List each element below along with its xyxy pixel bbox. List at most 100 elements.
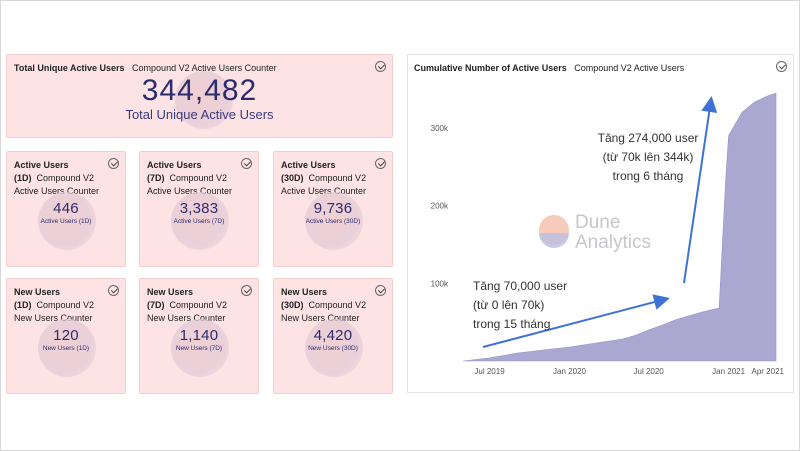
check-circle-icon[interactable] bbox=[108, 158, 119, 169]
card-source: Compound V2 bbox=[36, 173, 95, 183]
metric-value: 4,420 bbox=[313, 327, 353, 344]
card-kind: New Users Counter bbox=[14, 313, 93, 323]
metric-label: Active Users (1D) bbox=[40, 218, 92, 225]
card-glow bbox=[38, 319, 96, 377]
x-tick-label: Jan 2021 bbox=[712, 367, 745, 376]
metric-label: Active Users (30D) bbox=[305, 218, 361, 225]
watermark-analytics: Analytics bbox=[575, 232, 651, 253]
upper-annotation-line3: trong 6 tháng bbox=[613, 169, 684, 183]
new-users-card: New Users (7D) Compound V2 New Users Cou… bbox=[139, 278, 259, 394]
new-users-card: New Users (1D) Compound V2 New Users Cou… bbox=[6, 278, 126, 394]
card-glow bbox=[171, 192, 229, 250]
check-circle-icon[interactable] bbox=[375, 61, 386, 72]
card-metric: 9,736 Active Users (30D) bbox=[274, 200, 392, 225]
y-tick-label: 200k bbox=[431, 202, 449, 211]
card-title: Active Users bbox=[14, 160, 69, 170]
card-glow bbox=[175, 71, 233, 129]
metric-label: New Users (7D) bbox=[175, 345, 223, 352]
dune-logo-shade bbox=[539, 233, 569, 248]
new-users-card: New Users (30D) Compound V2 New Users Co… bbox=[273, 278, 393, 394]
card-header: Active Users (1D) Compound V2 Active Use… bbox=[14, 159, 103, 198]
x-axis-ticks: Jul 2019 Jan 2020 Jul 2020 Jan 2021 Apr 2021 bbox=[474, 367, 784, 376]
lower-annotation-line2: (từ 0 lên 70k) bbox=[473, 298, 544, 312]
metric-value: 120 bbox=[53, 327, 79, 344]
lower-trend-arrow bbox=[482, 294, 670, 348]
card-title: New Users bbox=[147, 287, 194, 297]
card-metric: 1,140 New Users (7D) bbox=[140, 327, 258, 352]
card-title: Active Users bbox=[147, 160, 202, 170]
x-tick-label: Jul 2020 bbox=[634, 367, 665, 376]
card-kind: New Users Counter bbox=[147, 313, 226, 323]
upper-annotation: Tăng 274,000 user (từ 70k lên 344k) tron… bbox=[598, 131, 699, 183]
chart-title: Cumulative Number of Active Users bbox=[414, 63, 567, 73]
x-tick-label: Jul 2019 bbox=[474, 367, 505, 376]
check-circle-icon[interactable] bbox=[241, 158, 252, 169]
metric-label: New Users (30D) bbox=[308, 345, 358, 352]
check-circle-icon[interactable] bbox=[375, 285, 386, 296]
cumulative-chart-card: Cumulative Number of Active Users Compou… bbox=[407, 54, 794, 393]
card-header: New Users (1D) Compound V2 New Users Cou… bbox=[14, 286, 103, 325]
card-source: Compound V2 bbox=[169, 300, 228, 310]
card-metric: 120 New Users (1D) bbox=[7, 327, 125, 352]
card-source: Compound V2 bbox=[308, 173, 367, 183]
card-header: Active Users (7D) Compound V2 Active Use… bbox=[147, 159, 236, 198]
upper-annotation-line1: Tăng 274,000 user bbox=[598, 131, 699, 145]
card-source: Compound V2 bbox=[169, 173, 228, 183]
card-kind: Active Users Counter bbox=[14, 186, 100, 196]
total-card-subtitle: Compound V2 Active Users Counter bbox=[132, 63, 277, 73]
card-title: Active Users bbox=[281, 160, 336, 170]
x-tick-label: Apr 2021 bbox=[752, 367, 785, 376]
y-axis-ticks: 100k 200k 300k bbox=[431, 124, 449, 288]
card-title: New Users bbox=[14, 287, 61, 297]
check-circle-icon[interactable] bbox=[108, 285, 119, 296]
lower-annotation-line1: Tăng 70,000 user bbox=[473, 279, 567, 293]
total-users-card: Total Unique Active Users Compound V2 Ac… bbox=[6, 54, 393, 138]
metric-label: New Users (1D) bbox=[42, 345, 90, 352]
active-users-card: Active Users (30D) Compound V2 Active Us… bbox=[273, 151, 393, 267]
card-period: (7D) bbox=[147, 173, 165, 183]
metric-value: 9,736 bbox=[313, 200, 353, 217]
card-glow bbox=[305, 319, 363, 377]
card-period: (30D) bbox=[281, 300, 304, 310]
card-kind: Active Users Counter bbox=[281, 186, 367, 196]
metric-label: Active Users (7D) bbox=[173, 218, 225, 225]
upper-annotation-line2: (từ 70k lên 344k) bbox=[603, 150, 694, 164]
card-metric: 3,383 Active Users (7D) bbox=[140, 200, 258, 225]
total-card-title: Total Unique Active Users bbox=[14, 63, 125, 73]
card-metric: 446 Active Users (1D) bbox=[7, 200, 125, 225]
dune-watermark: Dune Analytics bbox=[539, 212, 651, 253]
cumulative-users-chart: 100k 200k 300k Jul 2019 Jan 2020 Jul 2020 Jan… bbox=[431, 92, 785, 376]
total-users-value: 344,482 bbox=[141, 74, 258, 107]
card-source: Compound V2 bbox=[36, 300, 95, 310]
card-period: (1D) bbox=[14, 173, 32, 183]
card-period: (7D) bbox=[147, 300, 165, 310]
total-card-header: Total Unique Active Users Compound V2 Ac… bbox=[14, 62, 370, 75]
watermark-dune: Dune bbox=[575, 212, 620, 233]
card-glow bbox=[38, 192, 96, 250]
total-metric: 344,482 Total Unique Active Users bbox=[7, 74, 392, 123]
card-metric: 4,420 New Users (30D) bbox=[274, 327, 392, 352]
cumulative-users-area bbox=[462, 92, 777, 362]
metric-value: 446 bbox=[53, 200, 79, 217]
card-source: Compound V2 bbox=[308, 300, 367, 310]
active-users-card: Active Users (1D) Compound V2 Active Use… bbox=[6, 151, 126, 267]
total-users-label: Total Unique Active Users bbox=[125, 107, 274, 122]
card-header: New Users (30D) Compound V2 New Users Co… bbox=[281, 286, 370, 325]
y-tick-label: 100k bbox=[431, 279, 449, 288]
metric-value: 1,140 bbox=[179, 327, 219, 344]
y-tick-label: 300k bbox=[431, 124, 449, 133]
card-kind: Active Users Counter bbox=[147, 186, 233, 196]
x-tick-label: Jan 2020 bbox=[553, 367, 586, 376]
card-header: New Users (7D) Compound V2 New Users Cou… bbox=[147, 286, 236, 325]
card-period: (30D) bbox=[281, 173, 304, 183]
chart-header: Cumulative Number of Active Users Compou… bbox=[414, 63, 684, 73]
lower-annotation-line3: trong 15 tháng bbox=[473, 317, 550, 331]
card-glow bbox=[171, 319, 229, 377]
lower-annotation: Tăng 70,000 user (từ 0 lên 70k) trong 15… bbox=[473, 279, 567, 331]
metric-value: 3,383 bbox=[179, 200, 219, 217]
card-header: Active Users (30D) Compound V2 Active Us… bbox=[281, 159, 370, 198]
check-circle-icon[interactable] bbox=[776, 61, 787, 72]
chart-subtitle: Compound V2 Active Users bbox=[574, 63, 685, 73]
check-circle-icon[interactable] bbox=[375, 158, 386, 169]
check-circle-icon[interactable] bbox=[241, 285, 252, 296]
